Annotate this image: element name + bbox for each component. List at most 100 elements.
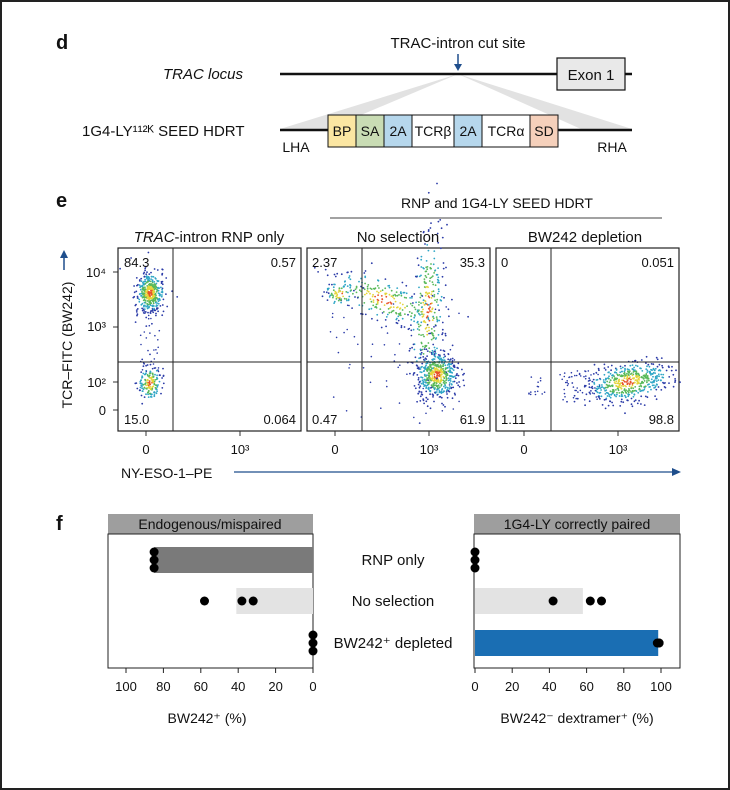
flow-event: [146, 302, 149, 305]
flow-event: [434, 299, 436, 302]
flow-event: [352, 292, 354, 295]
flow-event: [651, 373, 654, 375]
y-tick-10e4: 10⁴: [86, 265, 106, 280]
panel-e: e RNP and 1G4-LY SEED HDRT TRAC-intron R…: [56, 182, 681, 481]
flow-event: [427, 342, 430, 344]
flow-event: [153, 391, 156, 393]
flow-event: [601, 384, 603, 386]
flow-event: [343, 280, 346, 283]
flow-event: [419, 395, 422, 398]
flow-event: [343, 297, 346, 300]
flow-event: [334, 283, 336, 286]
flow-event: [591, 387, 594, 390]
plot-1-q-ll: 15.0: [124, 412, 149, 427]
flow-event: [447, 308, 450, 311]
flow-event: [431, 375, 434, 377]
flow-event: [410, 329, 413, 332]
flow-event: [440, 396, 443, 399]
flow-event: [638, 376, 641, 379]
flow-event: [376, 290, 378, 293]
flow-event: [536, 385, 539, 388]
flow-event: [435, 377, 438, 380]
flow-event: [348, 295, 351, 298]
flow-event: [450, 375, 453, 377]
flow-event: [439, 375, 442, 378]
flow-event: [413, 385, 416, 387]
flow-event: [599, 387, 602, 389]
flow-event: [425, 364, 427, 367]
flow-event: [393, 297, 396, 300]
flow-event: [654, 385, 657, 387]
flow-event: [444, 364, 447, 367]
flow-event: [346, 304, 349, 307]
flow-event: [373, 288, 376, 290]
flow-event: [453, 366, 456, 369]
flow-event: [145, 384, 148, 387]
flow-event: [144, 286, 146, 289]
flow-event: [366, 289, 369, 292]
flow-event: [385, 295, 388, 298]
flow-event: [609, 396, 612, 399]
flow-event: [626, 372, 628, 375]
flow-event: [436, 384, 439, 387]
left-tick-label: 0: [309, 679, 316, 694]
panel-e-label: e: [56, 190, 67, 212]
flow-event: [424, 294, 427, 297]
flow-event: [143, 331, 146, 333]
flow-event: [135, 311, 138, 313]
flow-event: [348, 304, 350, 307]
flow-event: [630, 372, 633, 375]
flow-event: [420, 371, 423, 374]
flow-event: [411, 304, 414, 307]
flow-event: [143, 275, 146, 278]
flow-event: [155, 369, 158, 372]
flow-event: [598, 397, 601, 400]
flow-event: [637, 391, 640, 394]
flow-event: [583, 399, 586, 401]
flow-event: [152, 385, 155, 388]
flow-event: [646, 369, 649, 372]
flow-event: [155, 291, 158, 293]
flow-event: [332, 396, 335, 398]
flow-event: [446, 372, 449, 375]
flow-event: [157, 302, 160, 305]
flow-event: [433, 378, 436, 380]
flow-event: [566, 380, 568, 382]
flow-event: [619, 371, 622, 374]
flow-event: [150, 283, 153, 285]
flow-event: [150, 317, 152, 320]
flow-event: [643, 388, 646, 391]
flow-event: [442, 376, 445, 378]
flow-event: [420, 255, 423, 258]
flow-event: [576, 370, 579, 372]
flow-event: [426, 285, 428, 288]
flow-event: [390, 311, 393, 314]
flow-event: [441, 332, 444, 334]
flow-event: [606, 386, 608, 389]
flow-event: [633, 377, 635, 379]
flow-event: [151, 309, 154, 312]
plot-3-title: BW242 depletion: [528, 229, 642, 246]
flow-event: [421, 310, 424, 313]
flow-event: [593, 392, 595, 395]
flow-event: [564, 381, 567, 384]
flow-event: [340, 273, 343, 276]
flow-event: [439, 373, 442, 376]
flow-event: [620, 400, 623, 403]
flow-event: [438, 396, 441, 398]
flow-event: [152, 285, 154, 288]
flow-event: [422, 345, 424, 348]
panel-f: f Endogenous/mispaired 1G4-LY correctly …: [56, 513, 681, 726]
flow-event: [426, 330, 429, 333]
flow-event: [353, 335, 356, 338]
flow-event: [623, 370, 626, 373]
flow-event: [628, 385, 631, 387]
flow-event: [629, 364, 632, 367]
flow-event: [140, 382, 143, 385]
flow-event: [411, 297, 413, 299]
flow-event: [355, 285, 358, 288]
flow-event: [418, 386, 421, 389]
left-data-point: [308, 630, 318, 640]
flow-event: [432, 353, 434, 356]
